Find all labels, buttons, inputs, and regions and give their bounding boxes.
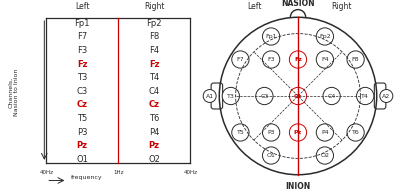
Circle shape [262,124,280,141]
Circle shape [203,89,216,103]
Circle shape [316,51,334,68]
Text: C3: C3 [77,87,88,96]
Text: 40Hz: 40Hz [183,170,197,175]
Text: F8: F8 [149,32,159,41]
Text: T3: T3 [77,73,88,82]
Circle shape [262,147,280,164]
Text: F4: F4 [149,46,159,55]
Circle shape [289,124,307,141]
Circle shape [347,51,364,68]
Text: O1: O1 [76,155,88,164]
Text: Cz: Cz [149,100,160,109]
Text: Fp1: Fp1 [74,19,90,28]
Text: Pz: Pz [149,141,160,150]
Circle shape [256,87,273,105]
Text: C3: C3 [260,94,268,98]
Text: F7: F7 [77,32,87,41]
Circle shape [380,89,393,103]
Text: Left: Left [248,2,262,11]
Circle shape [356,87,374,105]
Text: T4: T4 [361,94,369,98]
Text: P4: P4 [149,127,160,137]
Circle shape [323,87,340,105]
Circle shape [262,28,280,45]
Text: Pz: Pz [77,141,88,150]
Text: Cz: Cz [294,94,302,98]
Text: F7: F7 [236,57,244,62]
Text: Right: Right [144,2,164,11]
Text: Pz: Pz [294,130,302,135]
Text: Fp2: Fp2 [319,34,331,39]
Text: P4: P4 [321,130,329,135]
Text: Fz: Fz [294,57,302,62]
Circle shape [316,28,334,45]
Text: T4: T4 [149,73,159,82]
Text: C4: C4 [328,94,336,98]
Text: F3: F3 [77,46,87,55]
Text: O1: O1 [267,153,276,158]
Text: P3: P3 [77,127,88,137]
Text: Fz: Fz [149,60,160,69]
Circle shape [232,51,249,68]
Circle shape [232,124,249,141]
Text: T5: T5 [77,114,87,123]
Text: Fp1: Fp1 [265,34,277,39]
Circle shape [222,87,240,105]
Text: 40Hz: 40Hz [39,170,53,175]
Text: Fz: Fz [77,60,88,69]
Text: O2: O2 [320,153,329,158]
Text: F4: F4 [321,57,329,62]
Text: T6: T6 [149,114,160,123]
Circle shape [289,87,307,105]
Circle shape [316,124,334,141]
Text: A1: A1 [206,94,214,98]
Text: 1Hz: 1Hz [113,170,124,175]
Text: O2: O2 [148,155,160,164]
Text: P3: P3 [267,130,275,135]
Text: Channels,
Nasion to Inion: Channels, Nasion to Inion [8,69,19,116]
Circle shape [289,51,307,68]
Text: T6: T6 [352,130,360,135]
Text: NASION: NASION [281,0,315,8]
Text: T3: T3 [227,94,235,98]
Text: frequency: frequency [71,175,103,180]
Text: F8: F8 [352,57,359,62]
Text: Right: Right [331,2,352,11]
Circle shape [347,124,364,141]
Text: F3: F3 [267,57,275,62]
Circle shape [316,147,334,164]
Text: Cz: Cz [77,100,88,109]
Circle shape [262,51,280,68]
Text: T5: T5 [236,130,244,135]
Text: INION: INION [285,182,311,191]
Text: Left: Left [75,2,90,11]
Text: Fp2: Fp2 [146,19,162,28]
Text: C4: C4 [149,87,160,96]
Text: A2: A2 [382,94,390,98]
